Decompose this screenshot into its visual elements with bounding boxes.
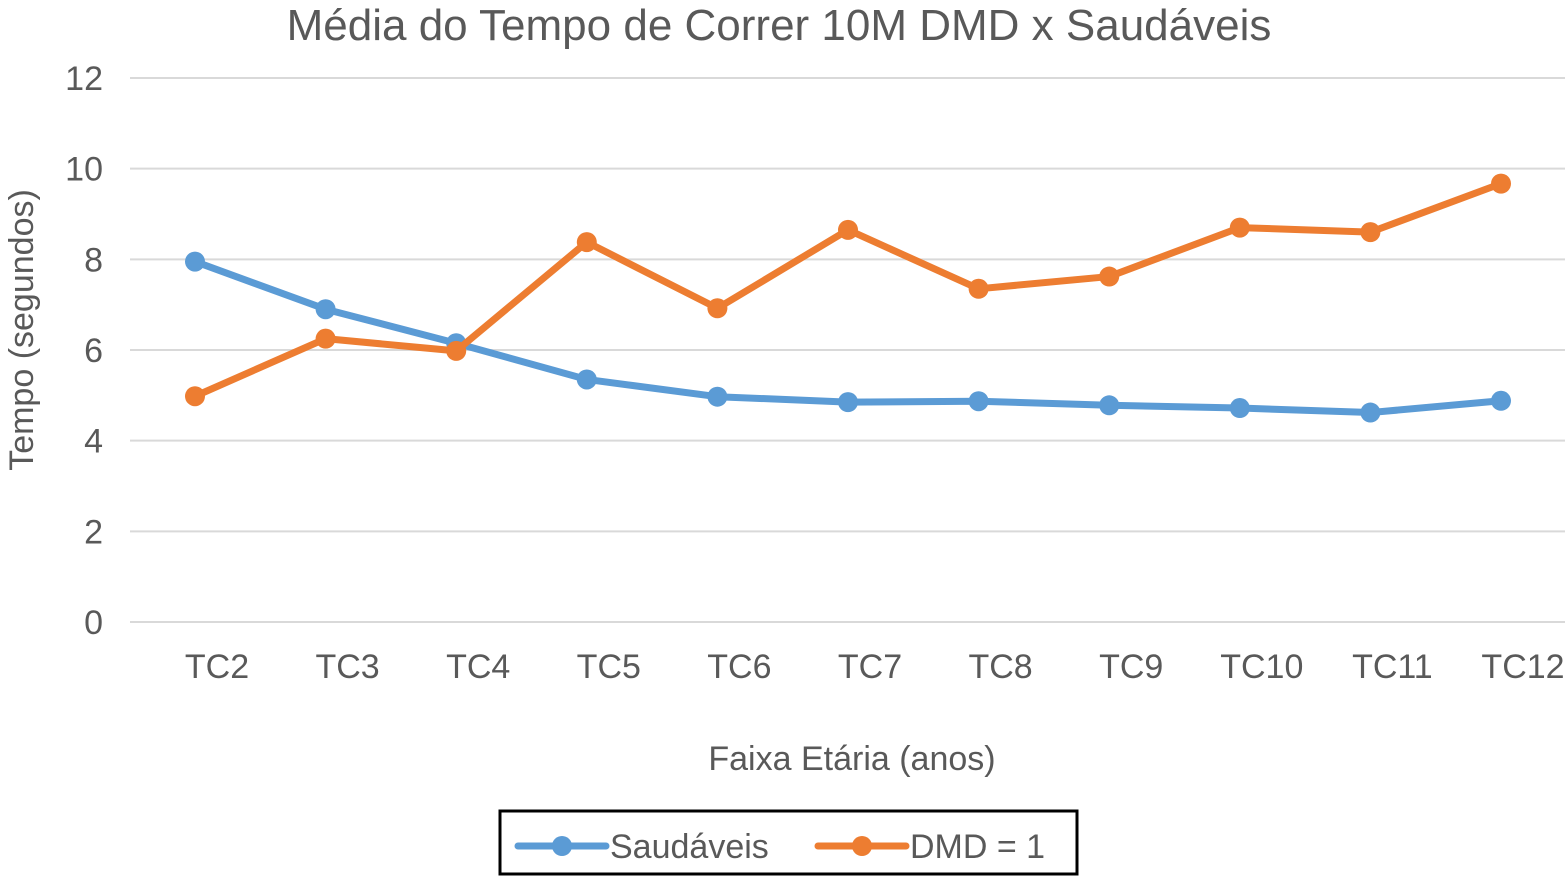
y-tick-label: 6 xyxy=(84,332,103,370)
y-tick-label: 10 xyxy=(65,151,103,189)
data-point xyxy=(838,219,858,240)
legend-label: DMD = 1 xyxy=(910,828,1045,866)
x-tick-label: TC2 xyxy=(185,648,249,686)
x-tick-label: TC6 xyxy=(707,648,771,686)
x-tick-label: TC7 xyxy=(838,648,902,686)
data-point xyxy=(576,232,597,253)
data-point xyxy=(1099,266,1120,287)
data-point xyxy=(1360,222,1381,243)
x-tick-label: TC9 xyxy=(1099,648,1163,686)
data-point xyxy=(446,340,467,361)
series-2 xyxy=(185,173,1511,407)
x-tick-label: TC11 xyxy=(1352,648,1433,686)
series-1 xyxy=(185,251,1511,423)
legend-marker xyxy=(552,836,572,856)
series-line xyxy=(191,180,1505,400)
data-point xyxy=(185,251,205,272)
data-point xyxy=(576,369,597,390)
x-tick-label: TC8 xyxy=(968,648,1032,686)
x-axis-ticks: TC2 TC3 TC4 TC5 TC6 TC7 TC8 TC9 TC10 TC11 TC12 xyxy=(185,648,1565,686)
gridlines xyxy=(130,77,1565,623)
y-axis-ticks: 0 2 4 6 8 10 12 xyxy=(65,60,103,642)
data-point xyxy=(838,392,858,413)
y-tick-label: 4 xyxy=(84,423,103,461)
data-point xyxy=(1491,390,1511,411)
data-point xyxy=(968,278,989,299)
data-point xyxy=(1360,402,1381,423)
data-point xyxy=(1099,395,1120,416)
y-tick-label: 12 xyxy=(65,60,103,98)
data-point xyxy=(315,328,336,349)
y-tick-label: 2 xyxy=(84,513,103,551)
y-axis-title: Tempo (segundos) xyxy=(3,189,41,471)
data-point xyxy=(707,386,728,407)
data-point xyxy=(707,298,728,319)
series-line xyxy=(191,258,1505,417)
y-tick-label: 8 xyxy=(84,241,103,279)
x-tick-label: TC5 xyxy=(577,648,641,686)
chart-title: Média do Tempo de Correr 10M DMD x Saudá… xyxy=(287,1,1272,50)
legend-marker xyxy=(852,836,872,856)
x-tick-label: TC3 xyxy=(315,648,379,686)
data-point xyxy=(1229,398,1250,419)
x-axis-title: Faixa Etária (anos) xyxy=(708,740,995,778)
data-point xyxy=(1491,173,1511,194)
x-tick-label: TC12 xyxy=(1481,648,1564,686)
data-point xyxy=(185,386,205,407)
legend-label: Saudáveis xyxy=(610,828,769,866)
y-tick-label: 0 xyxy=(84,604,103,642)
series-lines xyxy=(185,173,1511,423)
data-point xyxy=(968,391,989,412)
x-tick-label: TC10 xyxy=(1220,648,1303,686)
data-point xyxy=(315,299,336,320)
data-point xyxy=(1229,217,1250,238)
x-tick-label: TC4 xyxy=(446,648,510,686)
legend: Saudáveis DMD = 1 xyxy=(498,809,1079,876)
